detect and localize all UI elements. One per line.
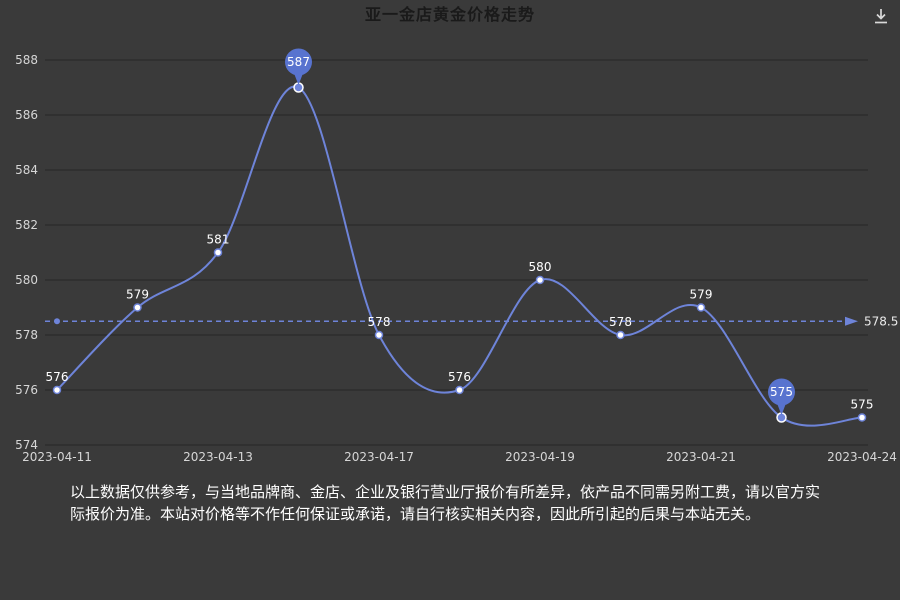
svg-text:578: 578 bbox=[609, 315, 632, 329]
svg-text:580: 580 bbox=[529, 260, 552, 274]
chart-header: 亚一金店黄金价格走势 bbox=[0, 0, 900, 30]
svg-text:587: 587 bbox=[287, 55, 310, 69]
svg-text:2023-04-13: 2023-04-13 bbox=[183, 450, 253, 464]
download-icon bbox=[875, 9, 887, 24]
svg-text:2023-04-17: 2023-04-17 bbox=[344, 450, 414, 464]
disclaimer-text: 以上数据仅供参考，与当地品牌商、金店、企业及银行营业厅报价有所差异，依产品不同需… bbox=[70, 483, 821, 523]
max-marker: 587 bbox=[285, 48, 312, 85]
svg-text:580: 580 bbox=[15, 273, 38, 287]
y-axis-labels: 574 576 578 580 582 584 586 588 bbox=[15, 53, 38, 452]
data-point bbox=[52, 385, 62, 395]
data-point bbox=[213, 248, 223, 257]
data-point bbox=[374, 330, 384, 340]
svg-text:576: 576 bbox=[15, 383, 38, 397]
download-button[interactable] bbox=[869, 4, 893, 28]
svg-text:584: 584 bbox=[15, 163, 38, 177]
data-point bbox=[133, 303, 142, 312]
svg-text:586: 586 bbox=[15, 108, 38, 122]
svg-text:2023-04-24: 2023-04-24 bbox=[827, 450, 897, 464]
svg-text:579: 579 bbox=[690, 288, 713, 302]
x-axis-labels: 2023-04-11 2023-04-13 2023-04-17 2023-04-19… bbox=[22, 450, 897, 464]
svg-text:578: 578 bbox=[15, 328, 38, 342]
data-point bbox=[535, 275, 545, 285]
svg-text:576: 576 bbox=[46, 370, 69, 384]
data-point bbox=[696, 303, 706, 312]
point-labels: 576 579 581 578 576 580 578 579 575 bbox=[46, 233, 874, 412]
svg-text:579: 579 bbox=[126, 288, 149, 302]
data-point bbox=[857, 413, 867, 422]
svg-text:575: 575 bbox=[770, 385, 793, 399]
svg-text:2023-04-19: 2023-04-19 bbox=[505, 450, 575, 464]
min-marker: 575 bbox=[768, 378, 795, 415]
svg-text:576: 576 bbox=[448, 370, 471, 384]
price-line bbox=[56, 85, 863, 427]
svg-text:582: 582 bbox=[15, 218, 38, 232]
data-point bbox=[616, 330, 625, 340]
data-point bbox=[455, 385, 464, 395]
svg-text:588: 588 bbox=[15, 53, 38, 67]
page-title: 亚一金店黄金价格走势 bbox=[364, 5, 535, 24]
svg-text:575: 575 bbox=[851, 398, 874, 412]
average-line: 578.5 bbox=[45, 314, 898, 328]
grid-lines bbox=[45, 59, 868, 446]
svg-text:2023-04-21: 2023-04-21 bbox=[666, 450, 736, 464]
arrow-right-icon bbox=[845, 316, 858, 326]
average-value-label: 578.5 bbox=[864, 314, 898, 328]
svg-text:578: 578 bbox=[368, 315, 391, 329]
svg-text:2023-04-11: 2023-04-11 bbox=[22, 450, 92, 464]
svg-text:581: 581 bbox=[207, 233, 230, 247]
svg-text:574: 574 bbox=[15, 438, 38, 452]
